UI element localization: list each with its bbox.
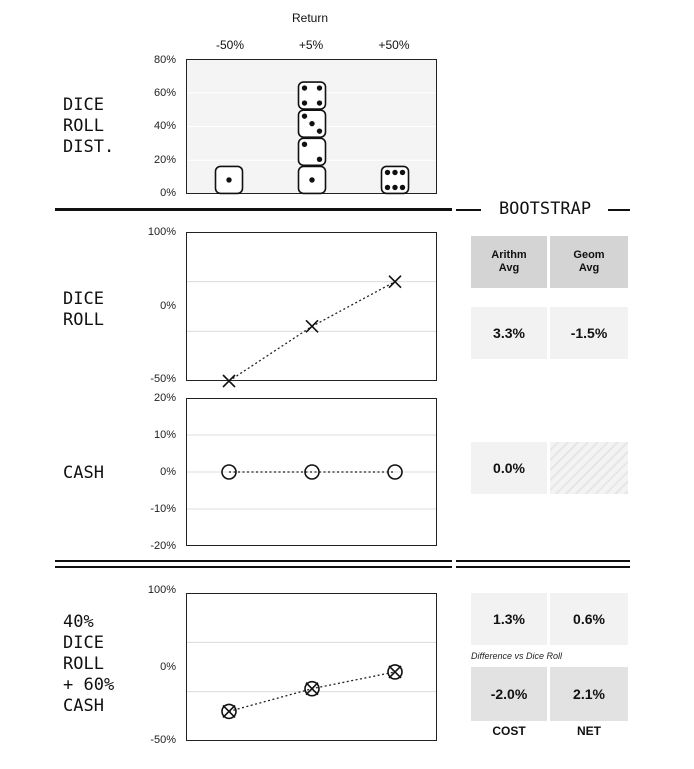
- cash-arith-value: 0.0%: [471, 442, 547, 494]
- x-marker: [388, 665, 402, 679]
- die-pip: [399, 169, 406, 176]
- y-tick-label: 80%: [153, 54, 176, 66]
- x-tick-label: +5%: [298, 38, 324, 52]
- mix-label-line: 40%: [63, 612, 94, 632]
- circle-marker: [304, 680, 320, 697]
- cost-value: -2.0%: [471, 667, 547, 721]
- die-pip: [384, 184, 391, 191]
- circle-marker: [387, 664, 403, 680]
- die-pip: [301, 100, 308, 106]
- net-label: NET: [577, 724, 601, 738]
- die-pip: [309, 120, 315, 127]
- dist-title: Return: [291, 11, 329, 25]
- dice-label-line: DICE: [63, 289, 104, 309]
- dist-label-line: DICE: [63, 95, 104, 115]
- dice-label-line: ROLL: [63, 310, 104, 330]
- mix-label: 40% DICE ROLL + 60% CASH: [63, 612, 114, 717]
- die-pip: [316, 156, 323, 162]
- die-pip: [301, 85, 308, 91]
- y-tick-label: 0%: [160, 300, 176, 312]
- mix-geom-value: 0.6%: [550, 593, 628, 645]
- dice-label: DICE ROLL: [63, 289, 104, 331]
- die-pip: [301, 113, 308, 119]
- y-tick-label: 10%: [153, 429, 176, 441]
- y-tick-label: 0%: [160, 661, 176, 673]
- arith-avg-header-text: Arithm Avg: [491, 249, 527, 274]
- mix-label-line: CASH: [63, 696, 104, 716]
- y-tick-label: 40%: [153, 120, 176, 132]
- y-tick-label: -50%: [150, 734, 176, 746]
- circle-marker: [387, 464, 403, 480]
- arith-avg-header: Arithm Avg: [471, 236, 547, 288]
- section-divider: [55, 208, 452, 211]
- section-divider: [456, 566, 630, 568]
- mix-arith-value: 1.3%: [471, 593, 547, 645]
- section-divider: [456, 560, 630, 562]
- x-marker: [388, 275, 402, 289]
- dist-label-line: ROLL: [63, 116, 104, 136]
- circle-marker: [304, 464, 320, 480]
- die-pip: [226, 177, 232, 183]
- die-pip: [301, 141, 308, 147]
- x-marker: [222, 704, 236, 718]
- y-tick-label: 0%: [160, 187, 176, 199]
- die-face-4: [297, 81, 327, 110]
- y-tick-label: 20%: [153, 154, 176, 166]
- die-face-2: [297, 137, 327, 167]
- die-pip: [309, 177, 315, 183]
- section-divider: [608, 209, 630, 211]
- cost-label: COST: [492, 724, 526, 738]
- mix-label-line: ROLL: [63, 654, 104, 674]
- section-divider: [55, 566, 452, 568]
- y-tick-label: 60%: [153, 87, 176, 99]
- mix-label-line: DICE: [63, 633, 104, 653]
- net-value: 2.1%: [550, 667, 628, 721]
- y-tick-label: 100%: [147, 584, 176, 596]
- x-marker: [305, 319, 319, 333]
- x-tick-label: -50%: [215, 38, 244, 52]
- die-pip: [392, 169, 398, 176]
- dice-geom-value: -1.5%: [550, 307, 628, 359]
- dice-arith-value: 3.3%: [471, 307, 547, 359]
- cash-geom-hatched: [550, 442, 628, 494]
- die-pip: [384, 169, 391, 176]
- y-tick-label: -50%: [150, 373, 176, 385]
- difference-note: Difference vs Dice Roll: [471, 651, 563, 661]
- section-divider: [456, 209, 481, 211]
- dist-label-line: DIST.: [63, 137, 115, 157]
- geom-avg-header: Geom Avg: [550, 236, 628, 288]
- x-marker: [305, 682, 319, 696]
- mix-plot-area: [186, 593, 437, 741]
- dist-label: DICE ROLL DIST.: [63, 95, 114, 158]
- mix-label-line: + 60%: [63, 675, 115, 695]
- cash-label: CASH: [63, 463, 104, 484]
- die-pip: [316, 85, 323, 91]
- die-pip: [316, 100, 323, 106]
- x-marker: [222, 374, 236, 388]
- y-tick-label: -20%: [150, 540, 176, 552]
- cash-label-line: CASH: [63, 463, 104, 483]
- circle-marker: [221, 703, 237, 720]
- bootstrap-title: BOOTSTRAP: [498, 199, 592, 219]
- geom-avg-header-text: Geom Avg: [573, 249, 605, 274]
- die-pip: [392, 184, 398, 191]
- y-tick-label: 100%: [147, 226, 176, 238]
- y-tick-label: -10%: [150, 503, 176, 515]
- dice-plot-area: [186, 232, 437, 381]
- section-divider: [55, 560, 452, 562]
- y-tick-label: 0%: [160, 466, 176, 478]
- circle-marker: [221, 464, 237, 480]
- x-tick-label: +50%: [378, 38, 410, 52]
- die-pip: [399, 184, 406, 191]
- die-pip: [316, 128, 323, 134]
- y-tick-label: 20%: [153, 392, 176, 404]
